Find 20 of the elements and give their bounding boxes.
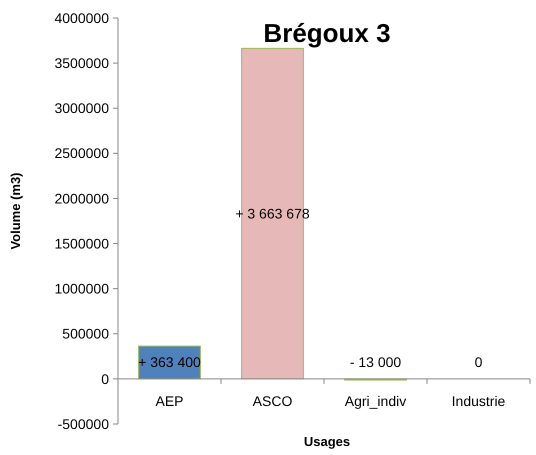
y-axis-title: Volume (m3) [8,172,23,250]
y-tick-label: 1500000 [54,235,110,252]
x-tick-label: Agri_indiv [344,392,406,409]
x-tick-label: AEP [155,392,184,409]
data-label: - 13 000 [350,354,402,370]
data-label: 0 [474,354,483,370]
y-tick-label: 1000000 [54,280,110,297]
x-axis-title: Usages [304,434,350,449]
y-tick-label: -500000 [58,416,110,432]
y-tick-label: 2000000 [54,190,110,206]
y-tick-label: 500000 [62,326,110,342]
chart-title: Brégoux 3 [263,18,391,48]
y-tick-label: 0 [101,370,110,387]
data-label: + 363 400 [138,354,202,370]
y-tick-label: 3000000 [54,100,110,116]
x-tick-label: Industrie [452,392,506,409]
y-tick-label: 2500000 [54,145,110,162]
y-tick-label: 4000000 [54,10,110,26]
x-tick-label: ASCO [252,392,292,409]
y-tick-label: 3500000 [54,55,110,72]
